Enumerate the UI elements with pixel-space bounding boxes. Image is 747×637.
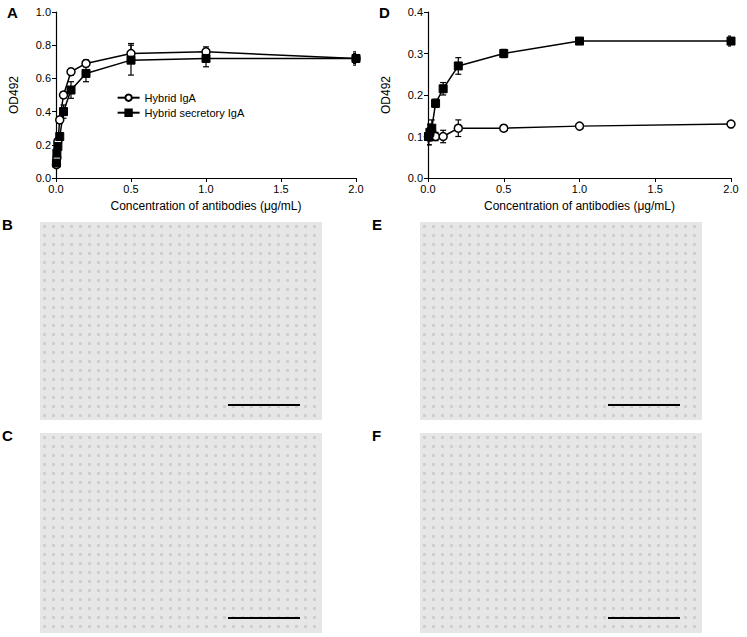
html-text:B: B (2, 216, 13, 233)
svg-text:OD492: OD492 (379, 76, 393, 114)
svg-text:0.2: 0.2 (408, 89, 423, 101)
svg-text:0.4: 0.4 (36, 106, 51, 118)
svg-text:0.0: 0.0 (420, 183, 435, 195)
svg-text:0.5: 0.5 (123, 183, 138, 195)
svg-text:Hybrid IgA: Hybrid IgA (145, 92, 197, 104)
svg-text:0.4: 0.4 (408, 6, 423, 18)
svg-text:1.0: 1.0 (36, 6, 51, 18)
svg-text:D: D (379, 4, 390, 21)
svg-text:1.0: 1.0 (572, 183, 587, 195)
html-text:E: E (372, 216, 382, 233)
svg-text:0.0: 0.0 (35, 172, 51, 184)
svg-text:2.0: 2.0 (723, 183, 738, 195)
svg-text:0.0: 0.0 (48, 183, 63, 195)
svg-text:1.0: 1.0 (198, 183, 213, 195)
svg-text:0.1: 0.1 (408, 131, 423, 143)
svg-text:1.5: 1.5 (273, 183, 288, 195)
svg-text:0.2: 0.2 (36, 139, 51, 151)
svg-text:0.8: 0.8 (36, 39, 51, 51)
svg-text:2.0: 2.0 (348, 183, 363, 195)
svg-text:0.5: 0.5 (496, 183, 511, 195)
svg-text:Hybrid secretory IgA: Hybrid secretory IgA (145, 107, 245, 119)
svg-text:OD492: OD492 (7, 76, 21, 114)
svg-text:0.3: 0.3 (408, 48, 423, 60)
svg-text:A: A (7, 4, 18, 21)
html-text:F: F (372, 427, 382, 444)
svg-text:Concentration of antibodies (μ: Concentration of antibodies (μg/mL) (110, 199, 301, 213)
html-text:C: C (2, 427, 13, 444)
svg-text:1.5: 1.5 (648, 183, 663, 195)
svg-text:0.0: 0.0 (407, 172, 423, 184)
svg-text:0.6: 0.6 (36, 72, 51, 84)
svg-text:Concentration of antibodies (μ: Concentration of antibodies (μg/mL) (484, 199, 675, 213)
